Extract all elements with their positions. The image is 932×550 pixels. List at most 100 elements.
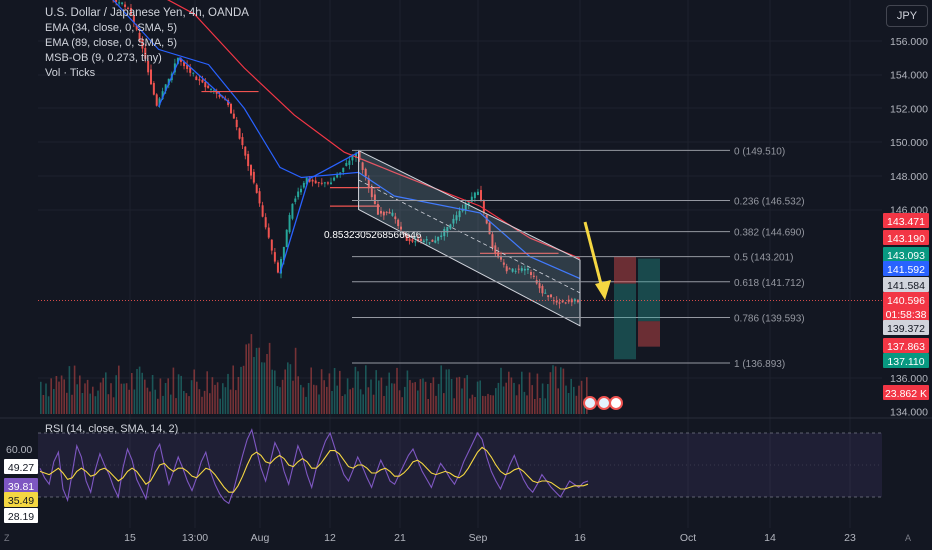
volume-bar xyxy=(42,395,45,414)
symbol-title[interactable]: U.S. Dollar / Japanese Yen, 4h, OANDA xyxy=(45,7,249,19)
time-tick: Aug xyxy=(251,532,270,544)
volume-bar xyxy=(531,385,533,414)
volume-bar xyxy=(209,393,211,414)
volume-bar xyxy=(68,366,71,414)
volume-bar xyxy=(354,366,357,414)
candle-body xyxy=(164,84,167,92)
volume-bar xyxy=(66,392,68,414)
volume-bar xyxy=(310,367,312,414)
volume-bar xyxy=(292,380,294,414)
indicator-volume[interactable]: Vol · Ticks xyxy=(45,67,96,79)
candle-body xyxy=(198,79,201,81)
time-tick: 13:00 xyxy=(182,532,208,544)
candle-body xyxy=(227,100,230,106)
volume-bar xyxy=(570,378,572,414)
price-label: 140.596 xyxy=(887,295,925,307)
volume-bar xyxy=(263,362,266,414)
volume-bar xyxy=(380,377,383,414)
timezone-toggle[interactable]: Z xyxy=(4,533,10,543)
rsi-label-bg xyxy=(4,459,38,474)
candle-body xyxy=(443,229,446,237)
volume-bar xyxy=(177,374,180,414)
volume-bar xyxy=(513,382,515,414)
short-risk-box xyxy=(614,256,636,284)
volume-bar xyxy=(255,347,258,414)
volume-bar xyxy=(562,368,565,414)
candle-body xyxy=(455,215,458,221)
volume-bar xyxy=(435,395,437,414)
indicator-msb-ob[interactable]: MSB-OB (9, 0.273, tiny) xyxy=(45,52,162,64)
volume-bar xyxy=(357,371,359,414)
volume-bar xyxy=(302,387,305,414)
volume-bar xyxy=(378,380,380,414)
rsi-label-bg xyxy=(4,478,38,493)
fib-label: 1 (136.893) xyxy=(734,359,785,370)
short-target-box xyxy=(614,283,636,360)
volume-bar xyxy=(276,386,279,414)
volume-bar xyxy=(123,383,125,414)
volume-bar xyxy=(229,389,232,414)
price-label-bg xyxy=(883,306,929,321)
candle-body xyxy=(345,163,348,166)
volume-bar xyxy=(248,343,250,414)
indicator-ema34[interactable]: EMA (34, close, 0, SMA, 5) xyxy=(45,22,178,34)
candle-body xyxy=(555,300,558,303)
candle-body xyxy=(382,211,385,216)
volume-bar xyxy=(232,365,234,414)
candle-body xyxy=(552,300,555,302)
price-label-bg xyxy=(883,292,929,307)
price-axis: 156.000154.000152.000150.000148.000146.0… xyxy=(883,36,929,419)
rsi-value-label: 39.81 xyxy=(8,481,34,493)
volume-bar xyxy=(349,389,351,414)
volume-bar xyxy=(560,367,562,414)
volume-bar xyxy=(79,375,81,414)
candle-body xyxy=(201,79,204,83)
candle-body xyxy=(370,188,373,198)
volume-bar xyxy=(227,373,229,414)
candle-body xyxy=(573,299,576,302)
volume-bar xyxy=(250,334,253,414)
volume-bar xyxy=(461,388,463,414)
candle-body xyxy=(215,90,218,94)
volume-bar xyxy=(333,368,336,414)
candle-body xyxy=(261,205,264,217)
volume-bar xyxy=(528,372,531,414)
currency-button[interactable]: JPY xyxy=(886,5,928,27)
candle-body xyxy=(291,203,294,219)
volume-bar xyxy=(385,385,388,414)
volume-bar xyxy=(60,375,63,414)
candle-body xyxy=(502,262,505,265)
volume-bar xyxy=(497,382,500,414)
volume-bar xyxy=(547,384,549,414)
candle-body xyxy=(526,268,529,271)
candle-body xyxy=(517,268,520,270)
candle-body xyxy=(417,238,420,242)
indicator-ema89[interactable]: EMA (89, close, 0, SMA, 5) xyxy=(45,37,178,49)
volume-bar xyxy=(487,393,489,414)
price-label: 141.584 xyxy=(887,280,925,292)
volume-bar xyxy=(118,365,120,414)
rsi-legend[interactable]: RSI (14, close, SMA, 14, 2) xyxy=(45,423,179,435)
auto-scale-toggle[interactable]: A xyxy=(905,533,912,543)
candle-body xyxy=(212,90,215,92)
candle-body xyxy=(138,32,141,42)
volume-bar xyxy=(237,377,240,414)
candle-body xyxy=(255,184,258,193)
candle-body xyxy=(241,137,244,146)
volume-bar xyxy=(411,382,414,414)
candle-body xyxy=(561,300,564,303)
volume-bar xyxy=(536,373,539,414)
candle-body xyxy=(434,240,437,243)
volume-bar xyxy=(495,388,497,414)
volume-bar xyxy=(206,371,208,414)
volume-bar xyxy=(185,393,188,414)
volume-bar xyxy=(339,370,341,414)
candle-body xyxy=(342,167,345,173)
volume-bar xyxy=(469,398,471,414)
volume-bar xyxy=(76,384,78,414)
volume-bar xyxy=(515,395,518,414)
candle-body xyxy=(333,177,336,181)
candle-body xyxy=(480,190,482,201)
candle-body xyxy=(488,222,491,235)
